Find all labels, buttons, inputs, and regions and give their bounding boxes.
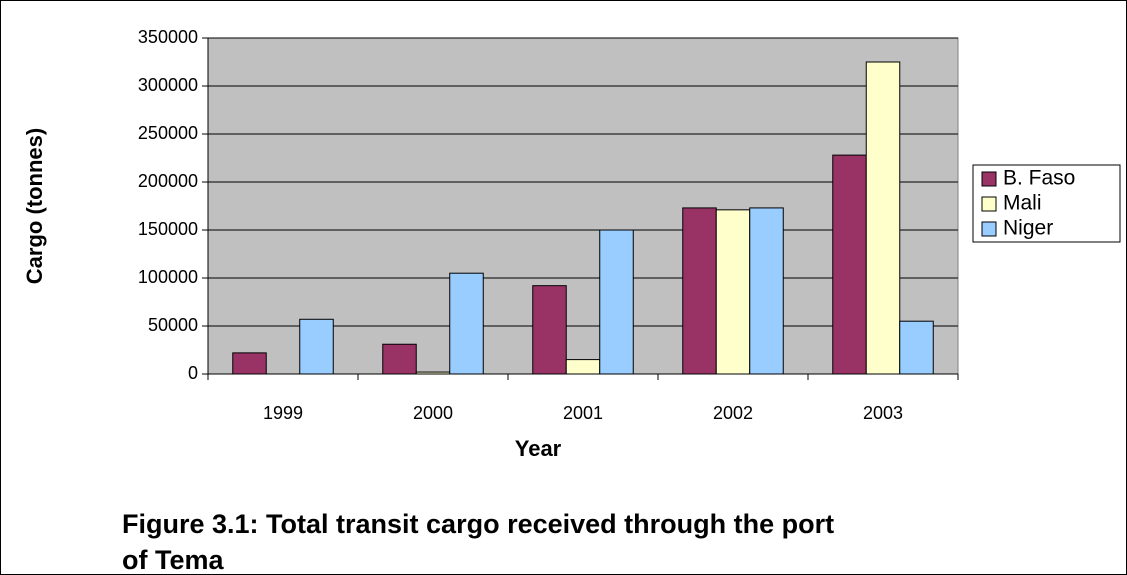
bar <box>449 272 484 375</box>
bar <box>232 352 267 375</box>
y-tick-label: 150000 <box>138 219 198 239</box>
bar <box>682 207 717 375</box>
legend-swatch <box>981 171 997 187</box>
y-tick-label: 50000 <box>148 315 198 335</box>
legend-label: Mali <box>1003 192 1042 215</box>
bar <box>532 285 567 375</box>
y-tick-label: 250000 <box>138 123 198 143</box>
y-tick-label: 300000 <box>138 75 198 95</box>
x-tick-label: 2003 <box>863 403 903 423</box>
y-tick-label: 350000 <box>138 27 198 47</box>
bar <box>299 318 334 375</box>
bar <box>715 209 751 375</box>
x-tick-label: 2001 <box>563 403 603 423</box>
x-axis-title: Year <box>515 436 562 461</box>
legend-swatch <box>981 221 997 237</box>
bar <box>865 61 901 375</box>
x-tick-label: 2002 <box>713 403 753 423</box>
legend-label: B. Faso <box>1003 167 1075 190</box>
legend-label: Niger <box>1003 217 1053 240</box>
bar <box>382 343 417 375</box>
bar <box>415 371 451 375</box>
bar <box>749 207 784 375</box>
y-tick-label: 0 <box>188 363 198 383</box>
y-tick-label: 100000 <box>138 267 198 287</box>
y-tick-label: 200000 <box>138 171 198 191</box>
bar <box>599 229 634 375</box>
y-axis-title: Cargo (tonnes) <box>22 128 47 284</box>
x-tick-label: 2000 <box>413 403 453 423</box>
bar <box>565 359 601 375</box>
legend-box <box>972 164 1121 243</box>
bar <box>899 320 934 375</box>
caption: Figure 3.1: Total transit cargo received… <box>122 509 835 575</box>
bar <box>832 154 867 375</box>
x-tick-label: 1999 <box>263 403 303 423</box>
legend-swatch <box>981 196 997 212</box>
